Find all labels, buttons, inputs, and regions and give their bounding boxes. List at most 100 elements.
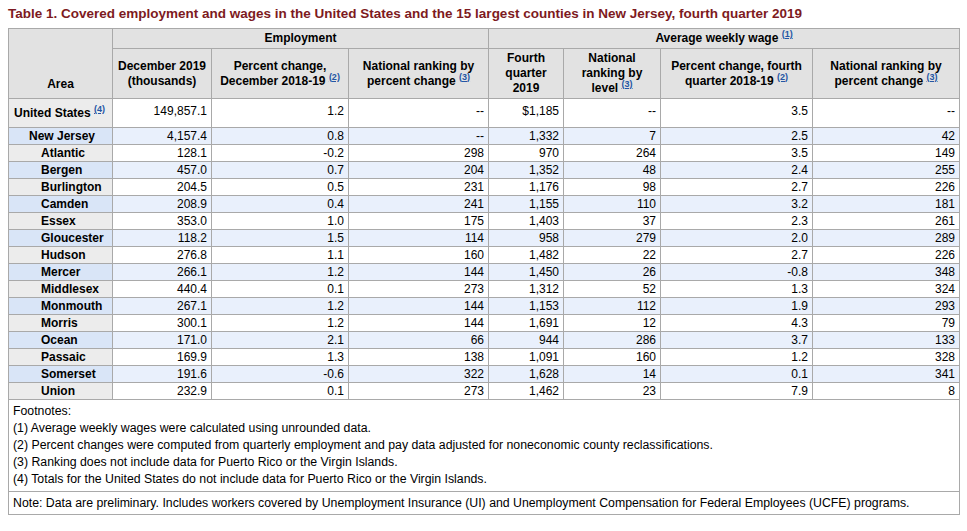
- value-cell: 241: [349, 196, 489, 213]
- value-cell: 0.4: [212, 196, 349, 213]
- value-cell: 22: [564, 247, 661, 264]
- value-cell: 286: [564, 332, 661, 349]
- group-header-employment: Employment: [113, 29, 489, 49]
- value-cell: 48: [564, 162, 661, 179]
- footnote-3-link[interactable]: (3): [459, 72, 470, 82]
- value-cell: 79: [813, 315, 960, 332]
- footnote-3-link[interactable]: (3): [927, 72, 938, 82]
- value-cell: 1,176: [489, 179, 564, 196]
- value-cell: 144: [349, 264, 489, 281]
- footnote-sup-3: (3): [459, 72, 470, 82]
- value-cell: 118.2: [113, 230, 212, 247]
- table-row: Somerset191.6-0.63221,628140.1341: [9, 366, 960, 383]
- footnote-2-link[interactable]: (2): [777, 72, 788, 82]
- value-cell: 23: [564, 383, 661, 400]
- value-cell: 1.2: [212, 315, 349, 332]
- table-row: Atlantic128.1-0.22989702643.5149: [9, 145, 960, 162]
- value-cell: 2.7: [661, 247, 813, 264]
- area-label: Atlantic: [41, 146, 85, 160]
- group-header-wage-label: Average weekly wage: [655, 31, 778, 45]
- value-cell: 4.3: [661, 315, 813, 332]
- footnotes-row: Footnotes:(1) Average weekly wages were …: [9, 400, 960, 492]
- value-cell: 2.4: [661, 162, 813, 179]
- value-cell: 1.2: [212, 264, 349, 281]
- table-row: Mercer266.11.21441,45026-0.8348: [9, 264, 960, 281]
- area-cell: Camden: [9, 196, 113, 213]
- value-cell: 1,352: [489, 162, 564, 179]
- value-cell: 457.0: [113, 162, 212, 179]
- value-cell: 144: [349, 298, 489, 315]
- value-cell: 42: [813, 128, 960, 145]
- area-label: Passaic: [41, 350, 86, 364]
- value-cell: 8: [813, 383, 960, 400]
- value-cell: 273: [349, 281, 489, 298]
- footnote-sup-1: (1): [782, 29, 793, 39]
- table-body: United States (4)149,857.11.2--$1,185--3…: [9, 99, 960, 400]
- area-cell: United States (4): [9, 99, 113, 128]
- value-cell: 12: [564, 315, 661, 332]
- column-header-area: Area: [9, 29, 113, 99]
- group-header-employment-label: Employment: [265, 31, 337, 45]
- table-row: Gloucester118.21.51149582792.0289: [9, 230, 960, 247]
- value-cell: 1.0: [212, 213, 349, 230]
- table-row: Morris300.11.21441,691124.379: [9, 315, 960, 332]
- footnote-line: Footnotes:: [13, 403, 955, 420]
- value-cell: 300.1: [113, 315, 212, 332]
- value-cell: 232.9: [113, 383, 212, 400]
- column-header-label: National ranking by percent change: [363, 59, 474, 88]
- group-header-row: Area Employment Average weekly wage (1): [9, 29, 960, 49]
- column-header-label: Fourth quarter 2019: [505, 51, 546, 95]
- value-cell: 175: [349, 213, 489, 230]
- value-cell: 1,691: [489, 315, 564, 332]
- area-cell: Hudson: [9, 247, 113, 264]
- footnote-2-link[interactable]: (2): [329, 72, 340, 82]
- footnotes-block: Footnotes:(1) Average weekly wages were …: [9, 400, 960, 492]
- footnote-4-link[interactable]: (4): [94, 104, 105, 114]
- value-cell: 2.5: [661, 128, 813, 145]
- value-cell: -0.2: [212, 145, 349, 162]
- footnote-line: (1) Average weekly wages were calculated…: [13, 420, 955, 437]
- table-header: Area Employment Average weekly wage (1) …: [9, 29, 960, 99]
- value-cell: 324: [813, 281, 960, 298]
- table-row: Camden208.90.42411,1551103.2181: [9, 196, 960, 213]
- value-cell: 26: [564, 264, 661, 281]
- area-cell: Somerset: [9, 366, 113, 383]
- value-cell: 341: [813, 366, 960, 383]
- value-cell: 3.7: [661, 332, 813, 349]
- value-cell: 353.0: [113, 213, 212, 230]
- column-header-label: Percent change, December 2018-19: [220, 59, 326, 88]
- area-label: Burlington: [41, 180, 102, 194]
- value-cell: 2.1: [212, 332, 349, 349]
- group-header-average-weekly-wage: Average weekly wage (1): [489, 29, 960, 49]
- value-cell: 958: [489, 230, 564, 247]
- value-cell: 1.3: [661, 281, 813, 298]
- value-cell: 944: [489, 332, 564, 349]
- area-label: United States: [14, 106, 91, 120]
- value-cell: 348: [813, 264, 960, 281]
- value-cell: 440.4: [113, 281, 212, 298]
- footnote-sup-3: (3): [622, 79, 633, 89]
- value-cell: 328: [813, 349, 960, 366]
- footnote-1-link[interactable]: (1): [782, 29, 793, 39]
- value-cell: 226: [813, 179, 960, 196]
- value-cell: 2.0: [661, 230, 813, 247]
- note-row: Note: Data are preliminary. Includes wor…: [9, 492, 960, 515]
- value-cell: $1,185: [489, 99, 564, 128]
- value-cell: -0.6: [212, 366, 349, 383]
- value-cell: 0.1: [212, 281, 349, 298]
- value-cell: 0.8: [212, 128, 349, 145]
- area-label: Hudson: [41, 248, 86, 262]
- area-cell: Ocean: [9, 332, 113, 349]
- value-cell: 160: [349, 247, 489, 264]
- footnote-sup-4: (4): [94, 104, 105, 114]
- value-cell: 208.9: [113, 196, 212, 213]
- value-cell: 1,403: [489, 213, 564, 230]
- value-cell: 2.7: [661, 179, 813, 196]
- value-cell: --: [349, 128, 489, 145]
- area-label: Camden: [41, 197, 88, 211]
- footnote-3-link[interactable]: (3): [622, 79, 633, 89]
- column-header-percent-change-q4: Percent change, fourth quarter 2018-19 (…: [661, 49, 813, 99]
- value-cell: 0.5: [212, 179, 349, 196]
- value-cell: 3.5: [661, 99, 813, 128]
- area-cell: Monmouth: [9, 298, 113, 315]
